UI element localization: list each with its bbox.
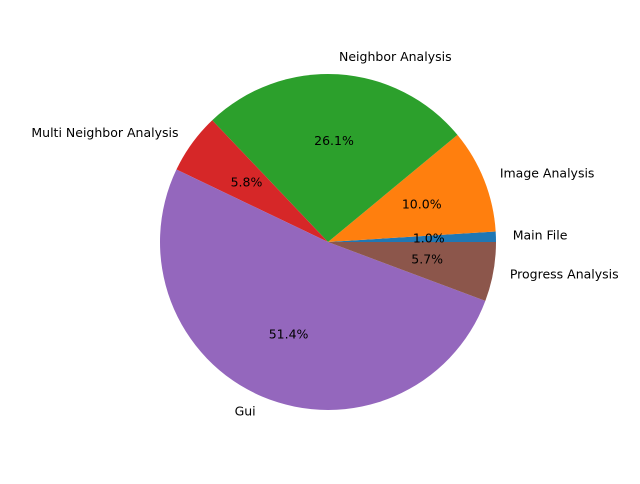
slice-label-progress-analysis: Progress Analysis bbox=[510, 266, 619, 281]
pie-slice-gui bbox=[160, 169, 486, 410]
slice-percent-multi-neighbor-analysis: 5.8% bbox=[231, 174, 263, 189]
slice-percent-image-analysis: 10.0% bbox=[402, 196, 442, 211]
pie-slice-multi-neighbor-analysis bbox=[176, 120, 328, 242]
slice-label-neighbor-analysis: Neighbor Analysis bbox=[339, 49, 452, 64]
pie-slice-main-file bbox=[328, 231, 496, 242]
slice-percent-main-file: 1.0% bbox=[413, 230, 445, 245]
pie-slice-image-analysis bbox=[328, 134, 496, 242]
pie-slice-progress-analysis bbox=[328, 242, 496, 301]
slice-label-image-analysis: Image Analysis bbox=[500, 165, 595, 180]
pie-slice-neighbor-analysis bbox=[212, 74, 458, 242]
slice-label-gui: Gui bbox=[235, 404, 256, 419]
slice-percent-neighbor-analysis: 26.1% bbox=[314, 133, 354, 148]
slice-percent-progress-analysis: 5.7% bbox=[411, 251, 443, 266]
slice-label-multi-neighbor-analysis: Multi Neighbor Analysis bbox=[31, 125, 178, 140]
slice-label-main-file: Main File bbox=[513, 228, 568, 243]
slices-layer bbox=[160, 74, 496, 410]
slice-percent-gui: 51.4% bbox=[269, 326, 309, 341]
labels-layer: Main File 1.0% Image Analysis 10.0% Neighbor… bbox=[31, 49, 618, 419]
